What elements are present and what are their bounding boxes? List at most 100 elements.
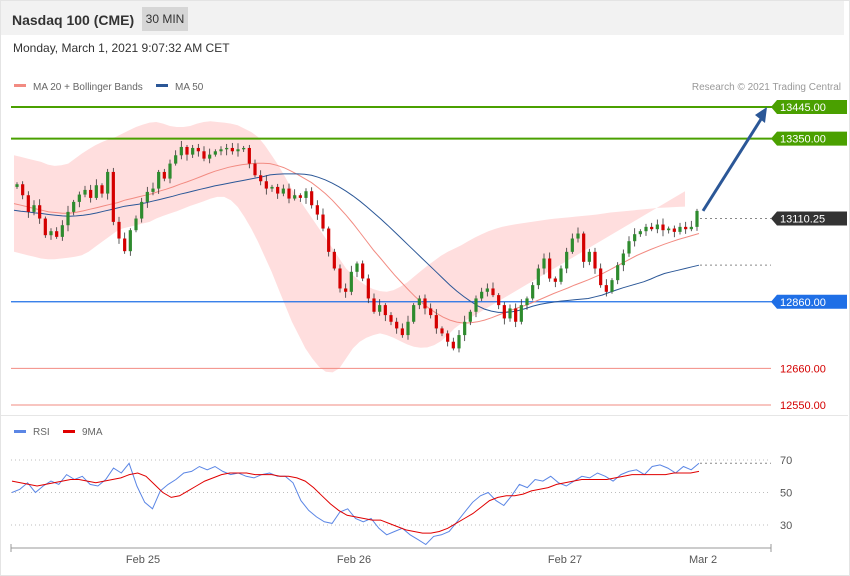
candle [610, 278, 614, 294]
candle [474, 295, 478, 318]
candle-body [174, 155, 178, 164]
time-axis: Feb 25 Feb 26 Feb 27 Mar 2 [10, 544, 772, 566]
candle-body [208, 154, 212, 159]
candle [695, 208, 699, 231]
timeframe-button[interactable]: 30 MIN [142, 7, 188, 31]
candle-body [66, 211, 70, 226]
moving-averages [13, 162, 700, 324]
candle [219, 146, 223, 156]
candle [519, 299, 523, 325]
candle [276, 183, 280, 199]
candle-body [497, 295, 501, 306]
level-label-12860.00: 12860.00 [780, 297, 826, 309]
ma20-legend-label: MA 20 + Bollinger Bands [33, 82, 143, 93]
candle-body [429, 308, 433, 316]
candle-body [134, 218, 138, 231]
candle-body [151, 188, 155, 192]
candle-body [576, 233, 580, 239]
candle-body [480, 291, 484, 299]
candle-body [242, 147, 246, 150]
candle-body [196, 147, 200, 152]
candle [196, 143, 200, 157]
candle-body [32, 205, 36, 212]
candle-body [604, 285, 608, 292]
candle [429, 303, 433, 319]
candle-body [100, 185, 104, 194]
candle-body [610, 280, 614, 292]
candle [230, 142, 234, 155]
candle-body [485, 288, 489, 292]
candle-body [678, 226, 682, 232]
candle-body [440, 328, 444, 334]
rsi-line [11, 462, 700, 546]
candle [162, 168, 166, 182]
candle-body [117, 221, 121, 239]
candle [327, 226, 331, 257]
candle [366, 274, 370, 304]
candle [117, 216, 121, 244]
candle-body [536, 268, 540, 286]
candle [270, 184, 274, 192]
candle [661, 218, 665, 237]
candle-body [417, 298, 421, 306]
candle [576, 227, 580, 243]
candle [531, 282, 535, 301]
candle [140, 197, 144, 223]
candle-body [253, 163, 257, 176]
candle [293, 189, 297, 201]
candle-body [621, 253, 625, 266]
candle [684, 221, 688, 234]
candle-body [77, 194, 81, 202]
ma9-legend-label: 9MA [82, 427, 103, 438]
price-levels [11, 106, 847, 406]
candle [582, 231, 586, 268]
candle [287, 183, 291, 204]
rsi-legend-swatch [14, 430, 26, 433]
candle-body [468, 311, 472, 322]
price-level-labels: 13445.00 13350.00 13110.25 12860.00 12660.00… [771, 100, 847, 412]
candle-body [650, 226, 654, 230]
ma50-legend-swatch [156, 84, 168, 87]
candle [185, 144, 189, 161]
candle-body [582, 233, 586, 262]
candle [259, 170, 263, 186]
candle [15, 182, 19, 189]
rsi-legend-label: RSI [33, 427, 50, 438]
candle [633, 228, 637, 247]
time-tick-label: Mar 2 [689, 554, 717, 566]
candle [106, 168, 110, 200]
candle [43, 216, 47, 238]
candle [151, 182, 155, 196]
candle [497, 293, 501, 310]
rsi-panel: 70 50 30 [11, 455, 792, 546]
candle [310, 187, 314, 209]
candle-body [236, 149, 240, 152]
candle-body [383, 305, 387, 316]
candle [463, 315, 467, 342]
candle-body [400, 328, 404, 336]
candle [134, 215, 138, 233]
candle [100, 183, 104, 198]
candle [570, 233, 574, 254]
candle [678, 222, 682, 235]
candle [644, 223, 648, 236]
candle-body [667, 228, 671, 231]
candle-body [633, 234, 637, 242]
forecast-arrow-shaft [701, 115, 765, 212]
level-label-13110.25: 13110.25 [780, 213, 825, 225]
candle [457, 330, 461, 353]
candle-body [587, 251, 591, 262]
ma20-line [13, 162, 700, 324]
candle-body [123, 238, 127, 252]
candle [383, 303, 387, 322]
candle-body [361, 263, 365, 279]
candle-body [43, 218, 47, 236]
candle [565, 247, 569, 274]
candle-body [315, 205, 319, 215]
candle [55, 227, 59, 239]
candle [242, 145, 246, 152]
candle [655, 219, 659, 234]
candle [157, 169, 161, 194]
candle [372, 293, 376, 314]
candle [298, 193, 302, 202]
